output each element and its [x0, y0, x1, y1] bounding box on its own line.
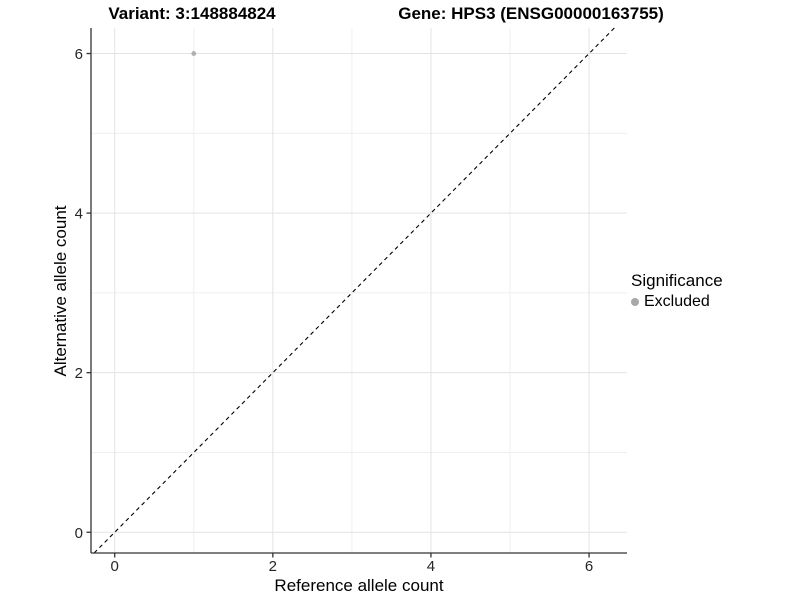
identity-line [93, 27, 615, 554]
y-axis-label: Alternative allele count [51, 205, 70, 377]
y-tick-label: 6 [75, 46, 83, 63]
x-tick-label: 2 [269, 558, 277, 575]
x-tick-label: 6 [585, 558, 593, 575]
legend-title: Significance [631, 271, 723, 290]
data-point [191, 51, 197, 56]
gene-title: Gene: HPS3 (ENSG00000163755) [398, 4, 664, 23]
legend-item-label: Excluded [644, 293, 710, 310]
y-tick-label: 0 [75, 525, 83, 542]
x-tick-label: 4 [427, 558, 435, 575]
x-axis-label: Reference allele count [274, 576, 444, 595]
legend-item-excluded: Excluded [631, 293, 723, 311]
excluded-point-icon [631, 298, 639, 306]
y-tick-label: 4 [75, 206, 83, 223]
x-tick-label: 0 [111, 558, 119, 575]
variant-title: Variant: 3:148884824 [108, 4, 276, 23]
y-tick-label: 2 [75, 365, 83, 382]
legend: Significance Excluded [631, 271, 723, 311]
